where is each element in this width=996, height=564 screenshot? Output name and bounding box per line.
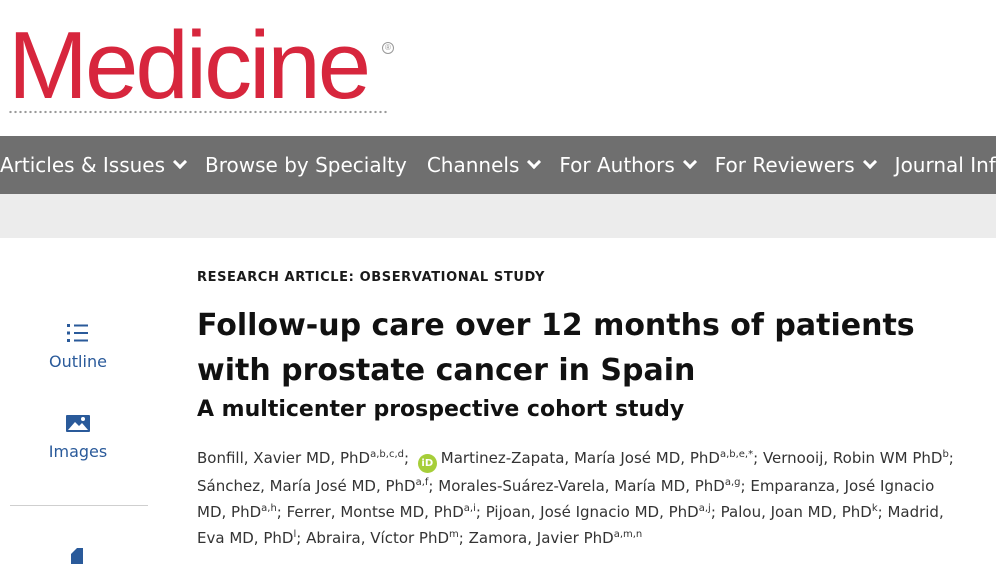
author-name[interactable]: Vernooij, Robin WM PhD <box>762 449 943 467</box>
nav-browse-by-specialty[interactable]: Browse by Specialty <box>195 136 417 194</box>
author-separator: ; <box>740 477 751 495</box>
nav-for-authors[interactable]: For Authors <box>549 136 704 194</box>
document-icon[interactable] <box>69 546 87 564</box>
author-name[interactable]: Bonfill, Xavier MD, PhD <box>197 449 371 467</box>
author-name[interactable]: Emparanza, José Ignacio MD, PhD <box>197 477 935 521</box>
nav-label: Browse by Specialty <box>205 153 407 177</box>
sidebar-divider <box>10 505 148 506</box>
author-affiliation[interactable]: a,j <box>698 503 711 514</box>
images-label: Images <box>48 442 108 461</box>
list-icon <box>67 324 88 342</box>
main-nav: Articles & Issues Browse by Specialty Ch… <box>0 136 996 194</box>
chevron-down-icon <box>172 154 188 170</box>
author-affiliation[interactable]: a,m,n <box>613 529 643 540</box>
nav-label: For Reviewers <box>714 153 855 177</box>
author-separator: ; <box>296 529 307 547</box>
author-separator: ; <box>948 449 954 467</box>
author-affiliation[interactable]: l <box>293 529 297 540</box>
author-name[interactable]: Morales-Suárez-Varela, María MD, PhD <box>438 477 725 495</box>
author-name[interactable]: Ferrer, Montse MD, PhD <box>286 503 464 521</box>
registered-mark: ® <box>382 42 394 54</box>
author-name[interactable]: Madrid, Eva MD, PhD <box>197 503 944 547</box>
article-type: RESEARCH ARTICLE: OBSERVATIONAL STUDY <box>197 270 545 285</box>
outline-button[interactable]: Outline <box>28 322 128 371</box>
author-separator: ; <box>276 503 287 521</box>
chevron-down-icon <box>527 154 542 170</box>
author-separator: ; <box>877 503 888 521</box>
journal-logo[interactable]: Medicine <box>8 12 371 119</box>
author-name[interactable]: Palou, Joan MD, PhD <box>720 503 872 521</box>
author-separator: ; <box>753 449 763 467</box>
logo-dotted-rule <box>8 110 388 114</box>
author-affiliation[interactable]: a,b,e,* <box>719 449 754 460</box>
author-name[interactable]: Martinez-Zapata, María José MD, PhD <box>440 449 720 467</box>
author-affiliation[interactable]: b <box>942 449 949 460</box>
article-title: Follow-up care over 12 months of patient… <box>197 308 915 388</box>
author-separator: ; <box>403 449 414 467</box>
nav-for-reviewers[interactable]: For Reviewers <box>705 136 885 194</box>
nav-label: For Authors <box>559 153 675 177</box>
author-separator: ; <box>458 529 469 547</box>
nav-label: Journal Info <box>894 153 996 177</box>
author-affiliation[interactable]: m <box>449 529 459 540</box>
chevron-down-icon <box>862 154 877 170</box>
author-name[interactable]: Pijoan, José Ignacio MD, PhD <box>485 503 699 521</box>
author-separator: ; <box>428 477 439 495</box>
author-separator: ; <box>710 503 721 521</box>
author-list: Bonfill, Xavier MD, PhDa,b,c,d; iD Martin… <box>197 445 957 551</box>
author-affiliation[interactable]: a,b,c,d <box>370 449 404 460</box>
images-button[interactable]: Images <box>28 414 128 461</box>
article-header: RESEARCH ARTICLE: OBSERVATIONAL STUDY Fo… <box>197 270 977 551</box>
chevron-down-icon <box>682 154 697 170</box>
nav-channels[interactable]: Channels <box>417 136 550 194</box>
author-name[interactable]: Sánchez, María José MD, PhD <box>197 477 416 495</box>
nav-articles-issues[interactable]: Articles & Issues <box>0 136 195 194</box>
sub-header-bar <box>0 194 996 238</box>
image-icon <box>66 415 90 432</box>
orcid-icon[interactable]: iD <box>417 454 437 473</box>
nav-journal-info[interactable]: Journal Info <box>885 136 996 194</box>
author-affiliation[interactable]: a,f <box>415 477 429 488</box>
author-name[interactable]: Zamora, Javier PhD <box>468 529 614 547</box>
site-header: Medicine ® <box>0 0 996 136</box>
author-affiliation[interactable]: a,i <box>463 503 476 514</box>
author-affiliation[interactable]: a,h <box>261 503 277 514</box>
author-affiliation[interactable]: a,g <box>724 477 741 488</box>
author-separator: ; <box>475 503 486 521</box>
author-name[interactable]: Abraira, Víctor PhD <box>306 529 450 547</box>
outline-label: Outline <box>49 352 107 371</box>
author-affiliation[interactable]: k <box>871 503 878 514</box>
nav-label: Channels <box>426 153 520 177</box>
article-subtitle: A multicenter prospective cohort study <box>197 397 685 422</box>
nav-label: Articles & Issues <box>0 153 166 177</box>
